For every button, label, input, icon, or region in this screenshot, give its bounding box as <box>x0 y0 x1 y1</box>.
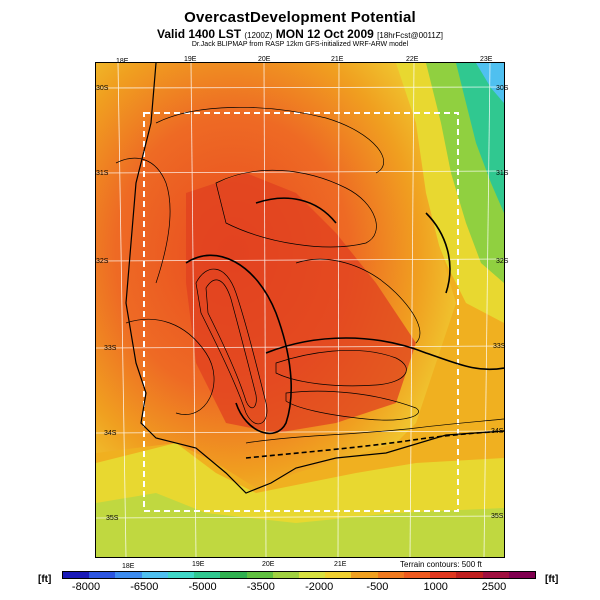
terrain-contours <box>115 107 504 444</box>
valid-date: MON 12 Oct 2009 <box>275 27 374 41</box>
lat-label-right: 35S <box>491 513 504 520</box>
colorbar-segment <box>194 572 221 578</box>
colorbar-segment <box>351 572 378 578</box>
colorbar <box>62 571 536 579</box>
colorbar-segment <box>115 572 142 578</box>
colorbar-segment <box>325 572 352 578</box>
lat-label-left: 34S <box>104 430 117 437</box>
valid-main: Valid 1400 LST <box>157 27 242 41</box>
lon-label-bottom: 18E <box>122 563 135 570</box>
lat-label-right: 33S <box>493 343 506 350</box>
lat-label-left: 32S <box>96 258 109 265</box>
valid-code: (1200Z) <box>244 31 273 40</box>
inner-domain-box <box>143 112 459 512</box>
lat-label-left: 33S <box>104 345 117 352</box>
colorbar-tick-label: -3500 <box>246 581 275 593</box>
colorbar-segment <box>508 572 535 578</box>
valid-time: Valid 1400 LST (1200Z) MON 12 Oct 2009 [… <box>0 27 600 41</box>
lat-label-right: 31S <box>496 170 509 177</box>
coastline <box>125 63 504 494</box>
lon-label-top: 20E <box>258 56 271 63</box>
lon-label-top: 18E <box>116 58 129 65</box>
unit-left: [ft] <box>38 574 52 585</box>
colorbar-segment <box>63 572 90 578</box>
lat-label-right: 34S <box>491 428 504 435</box>
colorbar-segment <box>141 572 168 578</box>
lat-label-right: 32S <box>496 258 509 265</box>
page-title: OvercastDevelopment Potential <box>184 9 416 26</box>
colorbar-segment <box>482 572 509 578</box>
colorbar-segment <box>220 572 247 578</box>
lon-label-bottom: 21E <box>334 561 347 568</box>
colorbar-segment <box>246 572 273 578</box>
colorbar-tick-label: 1000 <box>423 581 448 593</box>
colorbar-segment <box>89 572 116 578</box>
subtitle: Dr.Jack BLIPMAP from RASP 12km GFS-initi… <box>191 41 409 48</box>
graticule <box>96 63 504 557</box>
field-hot <box>186 173 416 433</box>
colorbar-tick-label: -6500 <box>130 581 159 593</box>
lat-label-right: 30S <box>496 85 509 92</box>
map-panel <box>95 62 505 558</box>
lat-label-left: 30S <box>96 85 109 92</box>
terrain-note: Terrain contours: 500 ft <box>400 560 482 569</box>
colorbar-segment <box>298 572 326 578</box>
lon-label-bottom: 19E <box>192 561 205 568</box>
colorbar-segment <box>403 572 431 578</box>
lon-label-top: 22E <box>406 56 419 63</box>
colorbar-segment <box>456 572 483 578</box>
unit-right: [ft] <box>545 574 559 585</box>
lon-label-top: 19E <box>184 56 197 63</box>
colorbar-tick-label: -5000 <box>188 581 217 593</box>
colorbar-tick-label: -2000 <box>305 581 334 593</box>
colorbar-tick-label: -8000 <box>71 581 101 593</box>
terrain-contours-bold <box>185 197 504 459</box>
lon-label-bottom: 20E <box>262 561 275 568</box>
lat-label-left: 31S <box>96 170 109 177</box>
field-south-green <box>96 493 504 557</box>
map-svg <box>96 63 504 557</box>
colorbar-segment <box>430 572 457 578</box>
colorbar-segment <box>272 572 299 578</box>
colorbar-tick-label: -500 <box>366 581 389 593</box>
colorbar-segment <box>167 572 195 578</box>
lon-label-top: 23E <box>480 56 493 63</box>
valid-fcst: [18hrFcst@0011Z] <box>377 31 443 40</box>
field-east-teal <box>456 63 504 213</box>
colorbar-segment <box>377 572 404 578</box>
colorbar-tick-label: 2500 <box>481 581 507 593</box>
lat-label-left: 35S <box>106 515 119 522</box>
lon-label-top: 21E <box>331 56 344 63</box>
